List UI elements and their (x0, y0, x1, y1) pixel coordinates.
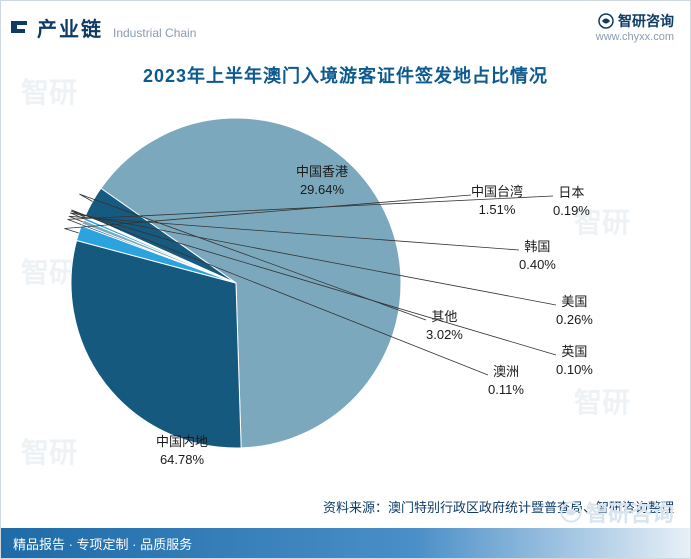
slice-value: 0.40% (519, 257, 556, 272)
footer-text: 精品报告 · 专项定制 · 品质服务 (13, 534, 192, 553)
slice-value: 64.78% (160, 452, 204, 467)
slice-name: 中国香港 (296, 164, 348, 179)
footer-watermark: 智研咨询 (560, 496, 674, 528)
slice-label: 中国台湾 1.51% (471, 183, 523, 218)
chart-container: 智研 智研 智研 智研 智研 产业链 Industrial Chain 智研咨询… (0, 0, 691, 559)
slice-value: 0.11% (488, 382, 524, 397)
slice-value: 1.51% (479, 202, 516, 217)
slice-label: 英国 0.10% (556, 343, 593, 378)
slice-name: 中国台湾 (471, 184, 523, 199)
brand-en-label: Industrial Chain (113, 26, 196, 40)
company-name: 智研咨询 (618, 11, 674, 31)
slice-label: 中国内地 64.78% (156, 433, 208, 468)
header: 产业链 Industrial Chain 智研咨询 www.chyxx.com (1, 1, 690, 42)
slice-value: 0.19% (553, 203, 590, 218)
slice-value: 0.10% (556, 362, 593, 377)
slice-value: 0.26% (556, 312, 593, 327)
company-logo: 智研咨询 www.chyxx.com (596, 11, 674, 43)
slice-label: 其他 3.02% (426, 308, 463, 343)
slice-name: 澳洲 (493, 364, 519, 379)
slice-value: 3.02% (426, 327, 463, 342)
slice-label: 韩国 0.40% (519, 238, 556, 273)
slice-name: 其他 (431, 309, 457, 324)
company-icon (598, 13, 614, 29)
slice-label: 美国 0.26% (556, 293, 593, 328)
slice-name: 韩国 (524, 239, 550, 254)
slice-name: 美国 (561, 294, 587, 309)
footer-watermark-icon (560, 501, 582, 523)
brand-icon (9, 17, 31, 39)
footer-bar: 精品报告 · 专项定制 · 品质服务 (1, 528, 690, 558)
slice-label: 中国香港 29.64% (296, 163, 348, 198)
brand-mark: 产业链 Industrial Chain (9, 13, 196, 42)
pie-svg (61, 108, 411, 458)
slice-label: 澳洲 0.11% (488, 363, 524, 398)
slice-value: 29.64% (300, 182, 344, 197)
slice-name: 英国 (561, 344, 587, 359)
slice-name: 中国内地 (156, 434, 208, 449)
brand-cn-label: 产业链 (37, 13, 103, 42)
slice-label: 日本 0.19% (553, 184, 590, 219)
pie-chart: 中国内地 64.78% 中国香港 29.64% 中国台湾 1.51% 日本 0.19% 韩国 0.… (1, 98, 690, 478)
slice-name: 日本 (558, 185, 584, 200)
chart-title: 2023年上半年澳门入境游客证件签发地占比情况 (1, 62, 690, 88)
company-url: www.chyxx.com (596, 31, 674, 43)
